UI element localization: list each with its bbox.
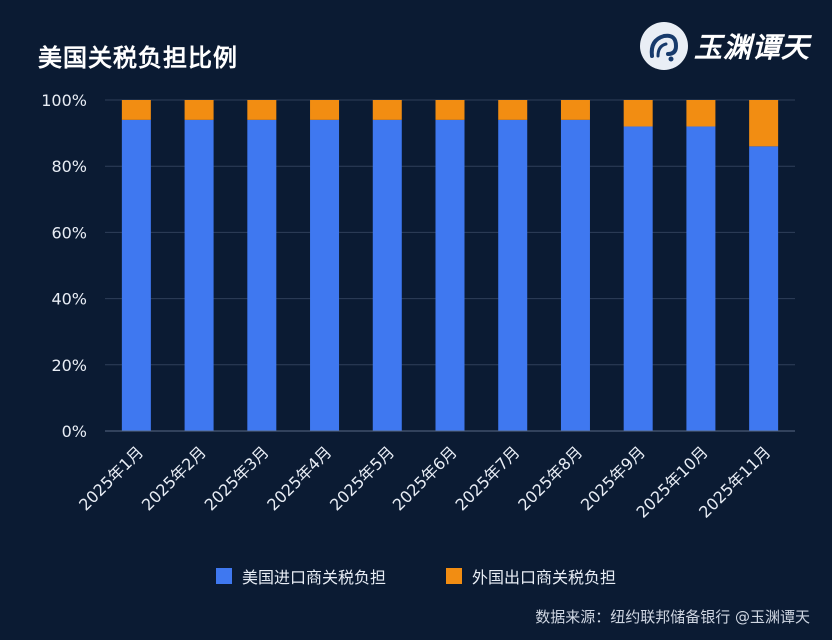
bar-us-segment [435,119,465,432]
data-source: 数据来源：纽约联邦储备银行 @玉渊谭天 [535,608,810,626]
bar-foreign-segment [623,100,653,127]
bar-us-segment [686,126,716,431]
bar-us-segment [560,119,590,432]
bar-foreign-segment [686,100,716,127]
logo-badge-icon [640,22,688,70]
y-tick-label: 60% [51,223,87,242]
x-tick-label: 2025年4月 [263,442,335,514]
x-tick-label: 2025年8月 [514,442,586,514]
x-tick-label: 2025年7月 [451,442,523,514]
bar-us-segment [623,126,653,431]
x-tick-label: 2025年3月 [201,442,273,514]
bar-foreign-segment [498,100,528,120]
y-tick-label: 0% [62,422,87,441]
bar-foreign-segment [749,100,779,147]
x-tick-label: 2025年5月 [326,442,398,514]
bar-us-segment [247,119,277,432]
bar-us-segment [310,119,340,432]
legend-label-foreign: 外国出口商关税负担 [472,568,617,587]
bar-foreign-segment [435,100,465,120]
legend-swatch-us [215,568,232,584]
y-tick-label: 20% [51,356,87,375]
y-tick-label: 100% [41,91,87,110]
bar-us-segment [184,119,214,432]
y-tick-label: 80% [51,157,87,176]
bar-us-segment [121,119,151,432]
bar-foreign-segment [372,100,402,120]
bar-foreign-segment [560,100,590,120]
x-tick-label: 2025年1月 [75,442,147,514]
legend-swatch-foreign [446,568,462,584]
stacked-bar-chart: 0%20%40%60%80%100%2025年1月2025年2月2025年3月2… [41,91,795,522]
bar-us-segment [498,119,528,432]
brand-logo: 玉渊谭天 [640,22,810,70]
bar-foreign-segment [310,100,340,120]
x-tick-label: 2025年6月 [389,442,461,514]
legend-label-us: 美国进口商关税负担 [241,568,386,587]
chart-legend: 美国进口商关税负担 外国出口商关税负担 [0,564,832,588]
y-tick-label: 40% [51,290,87,309]
logo-text: 玉渊谭天 [694,31,811,64]
bar-us-segment [749,146,779,431]
legend-item-foreign: 外国出口商关税负担 [446,564,616,588]
bar-foreign-segment [247,100,277,120]
legend-item-us: 美国进口商关税负担 [215,564,386,588]
bar-foreign-segment [121,100,151,120]
x-tick-label: 2025年2月 [138,442,210,514]
chart-title: 美国关税负担比例 [38,44,238,72]
bar-us-segment [372,119,402,432]
bar-foreign-segment [184,100,214,120]
